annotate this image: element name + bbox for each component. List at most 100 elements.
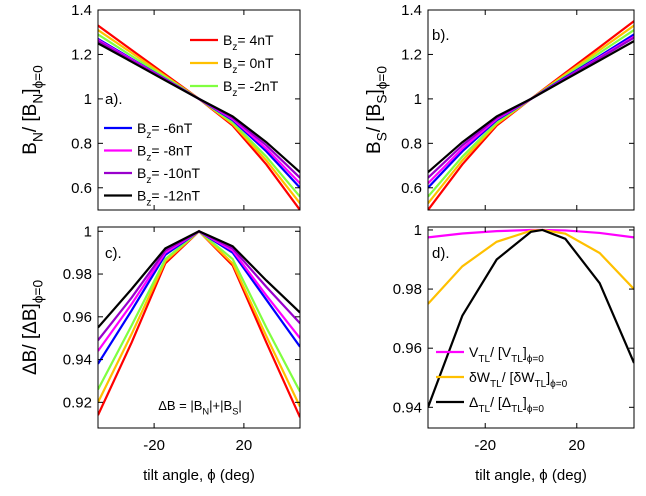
legend-entry: Bz= 0nT <box>190 55 274 76</box>
y-tick-label: 1 <box>414 91 422 108</box>
legend-label: Bz= 4nT <box>223 32 274 53</box>
y-axis-label-part: ϕ=0 <box>31 65 46 89</box>
legend-label-part: B <box>137 120 146 136</box>
y-axis-label-part: ϕ=0 <box>31 280 46 304</box>
y-tick-label: 1.2 <box>401 46 422 63</box>
y-tick-label: 1 <box>84 223 92 240</box>
legend-label-part: B <box>223 55 232 71</box>
legend-label-part: TL <box>490 379 502 390</box>
legend-label-part: B <box>223 78 232 94</box>
legend-entry: Bz= 4nT <box>190 32 274 53</box>
legend-entry: Bz= -10nT <box>104 165 200 186</box>
y-axis-label: ΔB/ [ΔB]ϕ=0 <box>20 280 46 375</box>
y-axis-label-part: B <box>364 141 385 154</box>
annotation-part: | <box>238 398 241 413</box>
plot-area <box>98 229 300 418</box>
y-axis-label-part: N <box>31 94 46 104</box>
legend-label-part: z <box>232 65 237 76</box>
series-line <box>98 229 300 418</box>
y-tick-label: 0.6 <box>71 180 92 197</box>
legend-label-part: = -12nT <box>151 188 200 204</box>
legend-label-part: B <box>137 143 146 159</box>
series-line <box>428 228 634 408</box>
panel: 0.60.811.21.4BS/ [BS]ϕ=0b). <box>364 2 635 211</box>
y-axis-label-part: / [B <box>364 104 385 133</box>
series-line <box>428 40 634 174</box>
axes-box <box>97 226 301 429</box>
series-line <box>98 229 300 393</box>
legend-label-part: = 4nT <box>237 32 274 48</box>
legend-label: δWTL/ [δWTL]ϕ=0 <box>469 369 568 390</box>
x-tick-label: -20 <box>474 437 496 454</box>
panel-label: d). <box>432 245 450 262</box>
legend-entry: VTL/ [VTL]ϕ=0 <box>436 344 544 365</box>
legend-entry: Bz= -8nT <box>104 143 193 164</box>
legend-label-part: / [V <box>490 344 512 360</box>
legend-label-part: = 0nT <box>237 55 274 71</box>
y-tick-label: 0.94 <box>393 399 422 416</box>
annotation-part: ΔB = |B <box>158 398 202 413</box>
y-axis-label-part: ΔB/ [ΔB] <box>20 303 41 375</box>
legend-label-part: TL <box>478 354 490 365</box>
y-axis-label-part: B <box>20 142 41 155</box>
y-axis-label-part: ] <box>364 89 385 94</box>
panel: 0.94 0.96 0.98 1 -20 20 tilt angle, ϕ (deg) d).… <box>393 222 635 484</box>
y-axis-label-part: ] <box>20 89 41 94</box>
plot-area <box>428 228 634 408</box>
y-tick-label: 0.8 <box>71 135 92 152</box>
series-line <box>428 24 634 205</box>
panel-label: c). <box>105 245 122 262</box>
y-tick-label: 0.98 <box>393 281 422 298</box>
legend-label-part: Δ <box>469 394 478 410</box>
y-tick-label: 1.4 <box>401 2 422 19</box>
x-tick-label: -20 <box>143 437 165 454</box>
x-tick-label: 20 <box>236 437 253 454</box>
y-tick-label: 0.94 <box>63 352 92 369</box>
legend-label: Bz= -8nT <box>137 143 193 164</box>
y-tick-label: 0.96 <box>63 309 92 326</box>
legend-entry: Bz= -2nT <box>190 78 279 99</box>
legend-label-part: z <box>146 197 151 208</box>
y-tick-label: 1 <box>84 91 92 108</box>
y-axis-label-part: ϕ=0 <box>375 66 390 90</box>
legend-label-part: B <box>137 165 146 181</box>
panel: 0.92 0.94 0.96 0.98 1 -20 20 tilt angle, ϕ (deg… <box>20 223 301 484</box>
y-axis-label-part: N <box>31 132 46 142</box>
legend-label-part: z <box>146 130 151 141</box>
x-tick-label: 20 <box>568 437 585 454</box>
y-tick-label: 0.8 <box>401 135 422 152</box>
axes-box <box>427 226 635 429</box>
legend-label-part: ] <box>546 369 550 385</box>
legend-label-part: TL <box>478 404 490 415</box>
y-axis-label-part: S <box>375 132 390 141</box>
panel-label: b). <box>432 27 450 44</box>
legend-label: Bz= 0nT <box>223 55 274 76</box>
legend-label-part: TL <box>534 379 546 390</box>
y-tick-label: 0.98 <box>63 266 92 283</box>
legend-label-part: z <box>146 152 151 163</box>
legend-entry: Bz= -6nT <box>104 120 193 141</box>
legend-entry: Bz= -12nT <box>104 188 200 208</box>
legend-label-part: z <box>146 175 151 186</box>
legend-label-part: z <box>232 42 237 53</box>
legend-label-part: V <box>469 344 479 360</box>
x-axis-label: tilt angle, ϕ (deg) <box>475 467 587 484</box>
legend-label-part: δW <box>469 369 491 385</box>
legend-label-part: ϕ=0 <box>550 379 568 390</box>
legend-label-part: ] <box>523 344 527 360</box>
series-line <box>98 230 300 329</box>
series-line <box>98 42 300 174</box>
legend-label-part: / [Δ <box>490 394 511 410</box>
y-tick-label: 1 <box>414 222 422 239</box>
series-line <box>98 230 300 342</box>
axes-box <box>97 9 301 211</box>
legend-entry: δWTL/ [δWTL]ϕ=0 <box>436 369 568 390</box>
y-tick-label: 0.96 <box>393 340 422 357</box>
annotation-part: S <box>232 407 238 417</box>
y-axis-label: BN/ [BN]ϕ=0 <box>20 65 46 155</box>
plot-area <box>98 24 300 210</box>
annotation: ΔB = |BN|+|BS| <box>158 398 242 417</box>
legend-label-part: TL <box>511 404 523 415</box>
